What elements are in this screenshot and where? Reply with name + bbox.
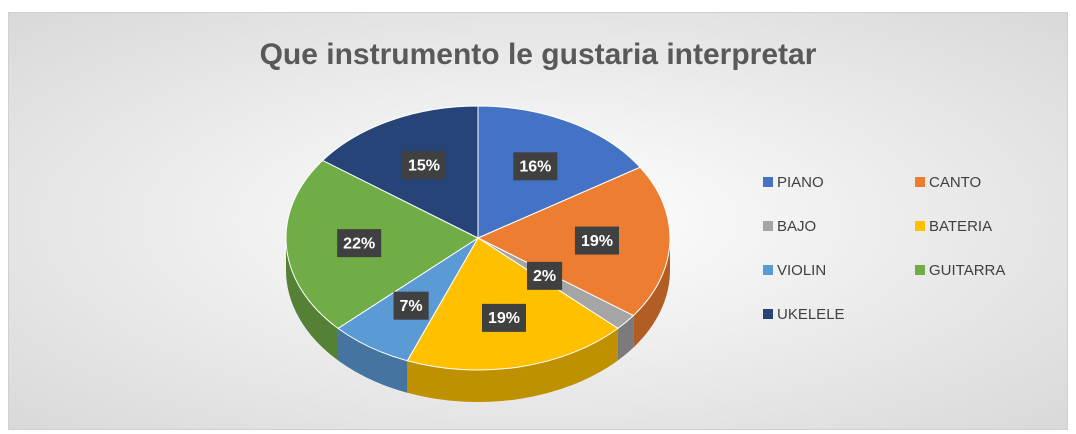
slice [321,105,479,239]
legend-swatch [915,221,925,231]
slice-side-shade [633,238,670,348]
data-label: 19% [488,310,520,327]
legend-label: VIOLIN [777,262,826,279]
chart-title: Que instrumento le gustaria interpretar [260,38,817,71]
legend-swatch [915,265,925,275]
slice-side [633,238,670,348]
legend-label: GUITARRA [929,262,1005,279]
legend-swatch [763,309,773,319]
data-label-box [393,291,429,320]
data-label: 2% [533,268,556,285]
data-label-box [481,303,526,332]
slice [477,105,641,239]
slice-side [286,238,339,361]
slice-side [617,315,634,361]
slice-side-shade [338,328,408,393]
legend-swatch [763,177,773,187]
legend-label: CANTO [929,174,981,191]
slice [476,166,671,317]
legend-label: PIANO [777,174,824,191]
data-label: 19% [581,233,613,250]
data-label-box [337,229,382,258]
data-label-box [401,151,446,180]
slice-side [338,328,408,393]
legend-swatch [763,221,773,231]
data-label-box [527,261,563,290]
slice-side-shade [286,238,339,361]
legend-label: BAJO [777,218,816,235]
legend-swatch [915,177,925,187]
data-label-box [513,152,558,181]
legend-swatch [763,265,773,275]
data-label: 15% [408,157,440,174]
slice-side-shade [617,315,634,361]
slice-side-shade [407,328,618,403]
data-label: 16% [519,159,551,176]
data-label: 7% [400,298,423,315]
slice [285,159,480,329]
data-label-box [574,226,619,255]
legend-label: BATERIA [929,218,992,235]
legend-label: UKELELE [777,306,845,323]
slice-side [407,328,618,403]
data-label: 22% [343,235,375,252]
